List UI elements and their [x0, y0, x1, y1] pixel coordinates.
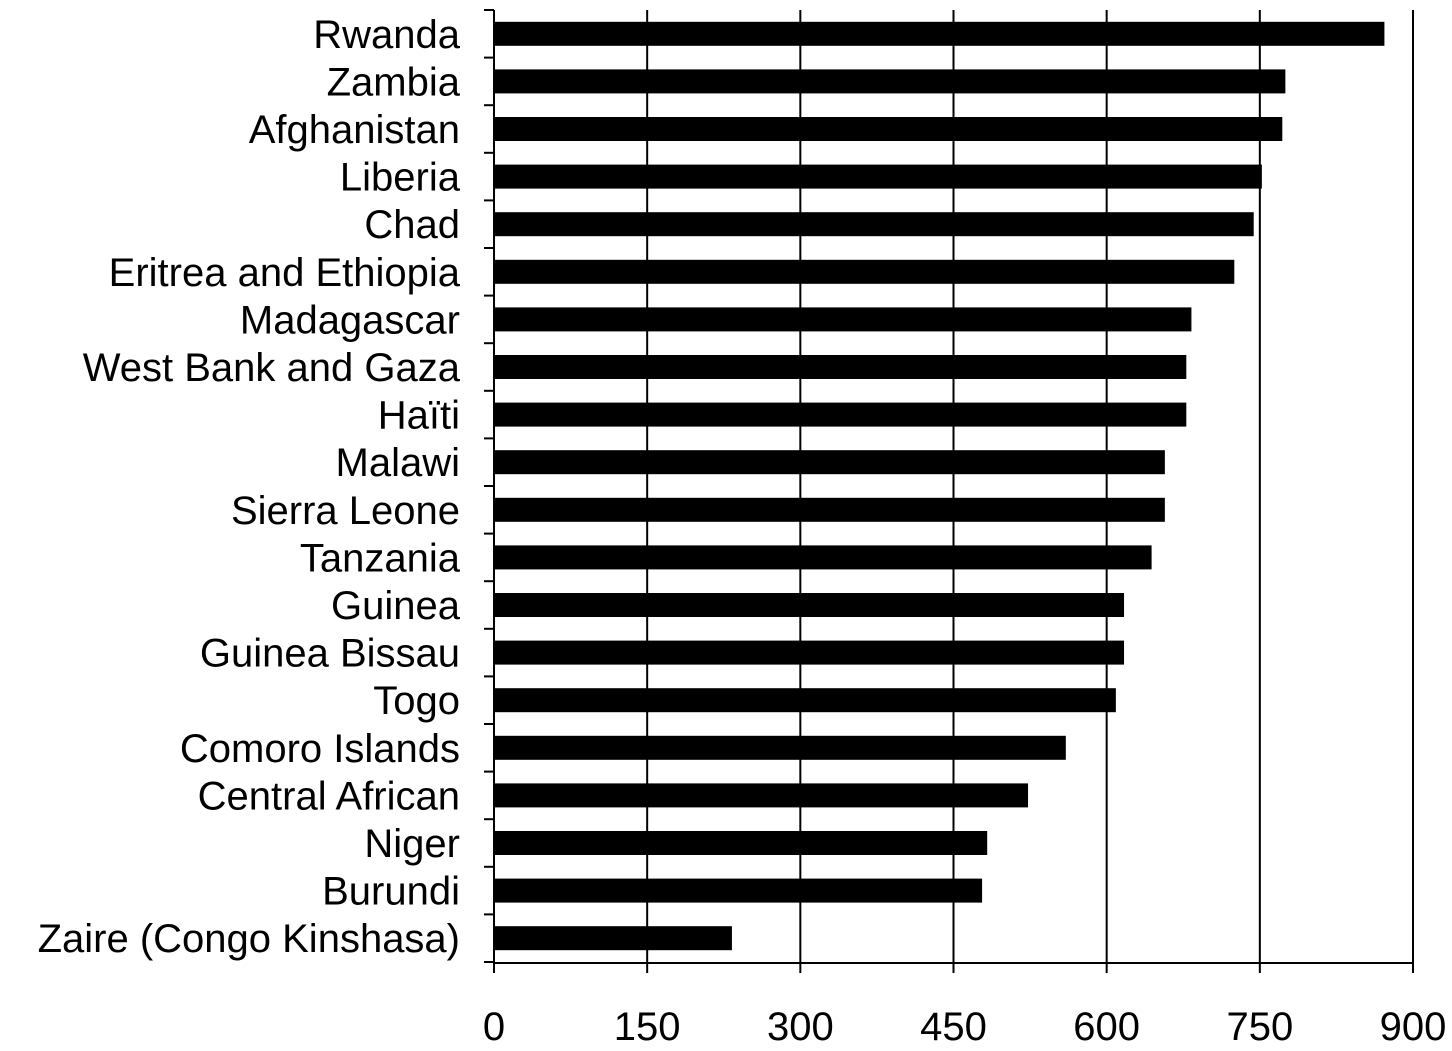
bar — [494, 69, 1286, 94]
x-tick-label: 0 — [483, 1005, 505, 1046]
bar — [494, 735, 1066, 760]
category-label: Comoro Islands — [180, 727, 460, 771]
category-label: Sierra Leone — [231, 489, 460, 533]
category-label: Togo — [373, 679, 460, 723]
bar — [494, 497, 1165, 522]
x-tick-label: 750 — [1226, 1005, 1293, 1046]
bar — [494, 688, 1116, 713]
grid-layer — [646, 10, 1414, 963]
bar — [494, 212, 1254, 237]
bar — [494, 926, 732, 951]
category-label: Guinea Bissau — [200, 632, 460, 676]
bar-layer — [494, 21, 1385, 951]
category-label: Afghanistan — [249, 108, 460, 152]
bar — [494, 355, 1187, 379]
bar — [494, 640, 1125, 665]
category-label: West Bank and Gaza — [83, 346, 461, 390]
bar — [494, 593, 1125, 617]
category-label: Burundi — [322, 870, 460, 914]
category-label: Eritrea and Ethiopia — [109, 251, 461, 295]
x-tick-label: 450 — [920, 1005, 987, 1046]
bar — [494, 450, 1165, 475]
bar — [494, 307, 1192, 332]
bar — [494, 402, 1187, 427]
category-label: Central African — [198, 774, 460, 818]
bar — [494, 545, 1152, 570]
category-label: Tanzania — [300, 536, 461, 580]
bar — [494, 164, 1262, 189]
category-label: Liberia — [340, 156, 461, 200]
category-label: Chad — [364, 203, 460, 247]
bar — [494, 117, 1283, 141]
category-label: Madagascar — [240, 298, 460, 342]
bar — [494, 21, 1385, 46]
category-label: Niger — [364, 822, 460, 866]
x-tick-label: 600 — [1073, 1005, 1140, 1046]
category-label: Zambia — [327, 60, 461, 104]
x-tick-label: 300 — [767, 1005, 834, 1046]
category-label: Haïti — [378, 394, 460, 438]
x-tick-label: 900 — [1380, 1005, 1447, 1046]
category-label: Zaire (Congo Kinshasa) — [38, 917, 460, 961]
label-layer: 0 150 300 450 600 750 900 RwandaZambiaAfghanist… — [38, 13, 1447, 1049]
category-label: Rwanda — [313, 13, 461, 57]
bar — [494, 259, 1235, 284]
x-tick-label: 150 — [614, 1005, 681, 1046]
bar — [494, 783, 1029, 808]
category-label: Guinea — [331, 584, 461, 628]
bar — [494, 831, 988, 855]
bar — [494, 878, 983, 903]
axis-layer — [484, 9, 1414, 973]
category-label: Malawi — [336, 441, 460, 485]
